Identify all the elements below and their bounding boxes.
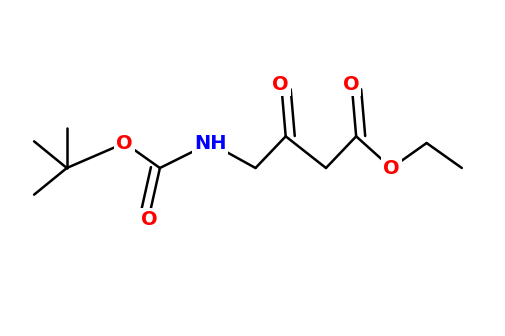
Text: O: O [116, 133, 133, 153]
Text: O: O [342, 75, 359, 94]
Text: O: O [382, 159, 399, 177]
Text: O: O [272, 75, 288, 94]
Text: NH: NH [193, 133, 226, 153]
Text: O: O [140, 210, 157, 229]
